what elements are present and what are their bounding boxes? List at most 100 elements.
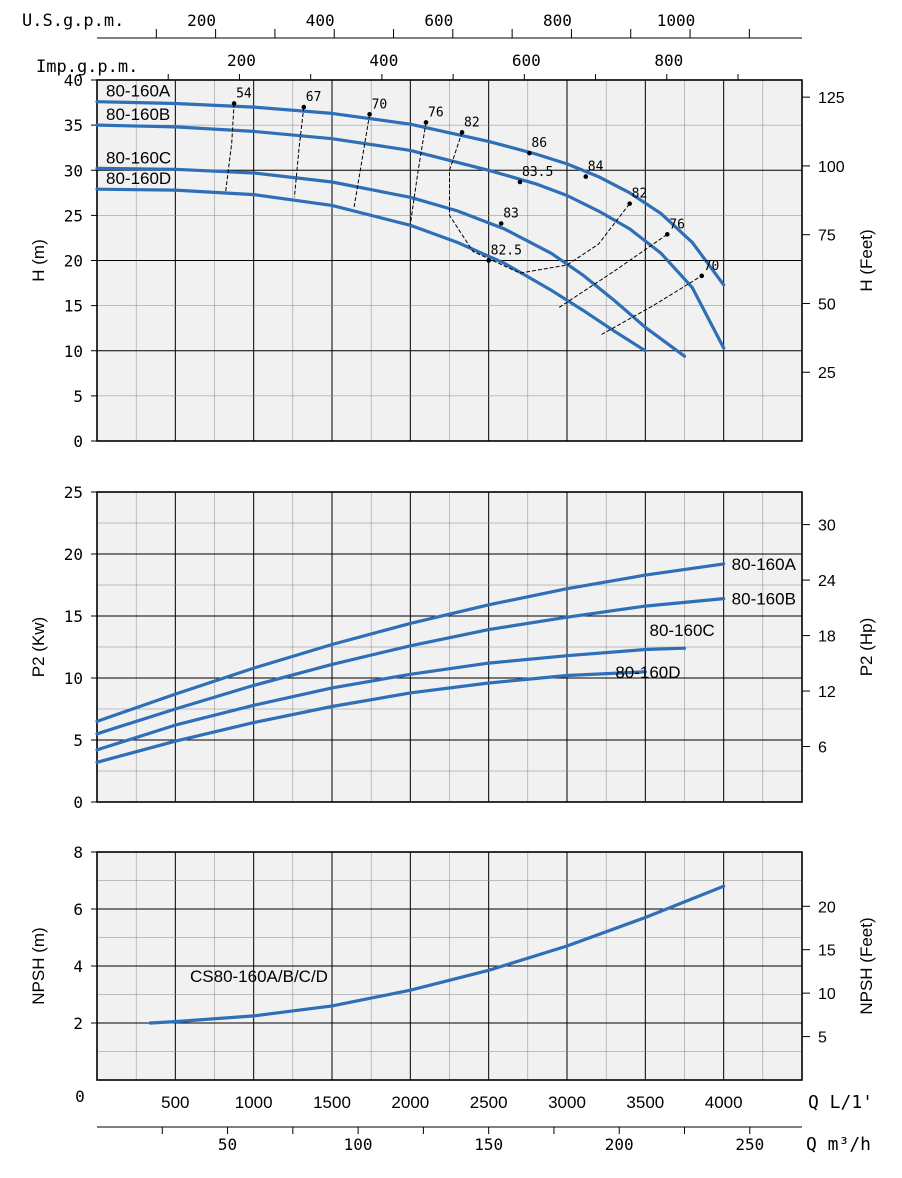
head-y2tick-label: 100 [818,159,845,176]
npsh-ytick-label: 8 [73,843,83,862]
efficiency-point [517,179,523,185]
imp-gpm-tick-label: 200 [227,51,256,70]
power-series-line-80-160d [95,670,647,764]
origin-label: 0 [75,1087,85,1106]
q-tick-label: 4000 [705,1093,743,1112]
efficiency-point [583,174,589,179]
power-ytick-label: 15 [64,607,83,626]
power-series-label: 80-160B [732,590,796,609]
power-series-line-80-160c [95,646,687,752]
iso-efficiency-line [449,132,631,274]
power-y2label: P2 (Hp) [857,618,876,677]
head-ytick-label: 5 [73,387,83,406]
iso-efficiency-line [293,107,305,198]
efficiency-label: 83.5 [522,165,553,180]
head-series-line-80-160b [95,123,726,350]
efficiency-point [627,201,632,206]
us-gpm-tick-label: 400 [306,11,335,30]
efficiency-point [459,130,465,135]
efficiency-label: 54 [236,86,252,101]
imp-gpm-axis-label: Imp.g.p.m. [36,57,138,77]
efficiency-label: 82 [464,115,480,130]
head-series-label: 80-160C [106,148,171,167]
efficiency-label: 76 [428,105,444,120]
q-tick-label: 3000 [548,1093,586,1112]
efficiency-label: 82 [632,187,648,202]
power-ylabel: P2 (Kw) [29,617,48,677]
q-tick-label: 2000 [391,1093,429,1112]
power-ytick-label: 10 [64,669,83,688]
imp-gpm-tick-label: 800 [654,51,683,70]
imp-gpm-tick-label: 600 [512,51,541,70]
iso-efficiency-line [225,103,235,193]
npsh-y2tick-label: 10 [818,986,836,1003]
q-tick-label: 500 [161,1093,189,1112]
efficiency-label: 84 [588,160,604,175]
efficiency-point [527,150,532,156]
efficiency-label: 82.5 [491,244,522,259]
m3h-tick-label: 250 [735,1135,764,1154]
q-tick-label: 3500 [626,1093,664,1112]
head-ytick-label: 20 [64,252,83,271]
efficiency-point [231,101,237,106]
q-tick-label: 2500 [470,1093,508,1112]
head-ytick-label: 15 [64,297,83,316]
power-y2tick-label: 30 [818,518,836,535]
efficiency-point [423,120,429,125]
iso-efficiency-line [353,114,371,209]
head-series-label: 80-160A [106,82,171,101]
imp-gpm-tick-label: 400 [369,51,398,70]
head-series-line-80-160a [95,100,726,287]
head-y2tick-label: 50 [818,296,836,313]
efficiency-label: 70 [372,97,388,112]
power-series-label: 80-160A [732,555,797,574]
m3h-tick-label: 50 [218,1135,237,1154]
head-y2tick-label: 25 [818,365,836,382]
m3h-tick-label: 150 [474,1135,503,1154]
efficiency-label: 83 [503,206,519,221]
power-ytick-label: 5 [73,731,83,750]
efficiency-point [486,258,491,263]
head-ytick-label: 0 [73,432,83,451]
head-series-label: 80-160B [106,105,170,124]
us-gpm-tick-label: 800 [543,11,572,30]
npsh-y2tick-label: 15 [818,943,836,960]
power-series-line-80-160b [95,597,726,736]
efficiency-point [301,104,307,110]
head-y2tick-label: 125 [818,90,845,107]
power-y2tick-label: 12 [818,684,836,701]
efficiency-point [498,221,504,226]
data-layer [95,100,726,1025]
power-ytick-label: 25 [64,483,83,502]
q-tick-label: 1000 [235,1093,273,1112]
head-y2tick-label: 75 [818,228,836,245]
us-gpm-tick-label: 1000 [657,11,696,30]
head-ytick-label: 10 [64,342,83,361]
power-ytick-label: 0 [73,793,83,812]
npsh-y2label: NPSH (Feet) [857,917,876,1014]
power-y2tick-label: 18 [818,629,836,646]
npsh-y2tick-label: 20 [818,899,836,916]
iso-efficiency-line [409,122,427,225]
q-tick-label: 1500 [313,1093,351,1112]
head-series-line-80-160d [95,187,647,353]
head-series-line-80-160c [95,166,687,358]
us-gpm-tick-label: 600 [424,11,453,30]
npsh-series-line-cs80-160a-b-c-d [148,884,726,1025]
efficiency-label: 76 [669,217,685,232]
power-series-label: 80-160D [615,663,680,682]
iso-efficiency-line [558,233,668,308]
head-ylabel: H (m) [29,239,48,281]
npsh-y2tick-label: 5 [818,1030,827,1047]
npsh-ytick-label: 4 [73,957,83,976]
npsh-ytick-label: 2 [73,1014,83,1033]
us-gpm-axis-label: U.S.g.p.m. [22,11,124,31]
head-ytick-label: 40 [64,71,83,90]
efficiency-point [664,232,670,237]
m3h-tick-label: 200 [605,1135,634,1154]
npsh-series-label: CS80-160A/B/C/D [190,967,328,986]
grid-layer [91,29,810,1134]
head-ytick-label: 25 [64,206,83,225]
